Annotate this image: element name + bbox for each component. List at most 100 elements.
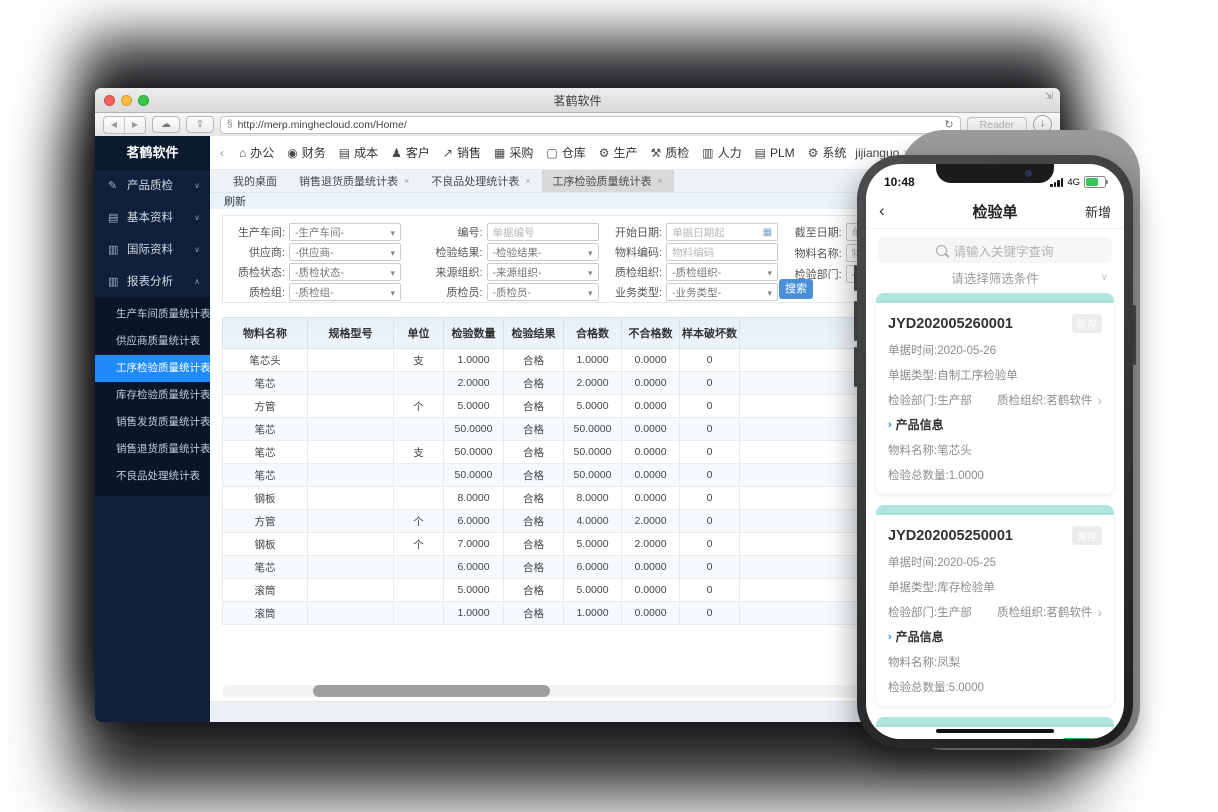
downloads-button[interactable]: ↓ [1033,115,1052,134]
chevron-right-icon[interactable]: › [1097,392,1102,408]
sidebar-report-item[interactable]: 库存检验质量统计表 [116,389,210,401]
module-nav-item[interactable]: ♟ 客户 [391,144,430,161]
workspace-tab[interactable]: 工序检验质量统计表 × [541,170,674,192]
module-nav-item[interactable]: ↗ 销售 [443,144,481,161]
product-info-toggle[interactable]: › 产品信息 [888,628,1102,645]
tab-close-icon[interactable]: × [404,176,410,186]
table-row[interactable]: 滚筒 1.0000 合格 1.0000 0.0000 0 [222,601,1048,625]
horizontal-scrollbar[interactable] [222,685,1048,697]
filter-control[interactable]: -供应商- [289,242,401,261]
table-header-cell[interactable]: 检验结果 [503,317,564,349]
filter-control[interactable]: -质检员- [486,282,599,301]
cell-qty: 7.0000 [443,532,504,556]
window-controls [104,88,149,112]
workspace-tab[interactable]: 不良品处理统计表 × [420,170,541,192]
table-row[interactable]: 笔芯 50.0000 合格 50.0000 0.0000 0 [222,463,1048,487]
workspace-tab[interactable]: 我的桌面 [222,170,288,192]
table-header-cell[interactable]: 样本破坏数 [679,317,740,349]
sidebar-group[interactable]: ✎ 产品质检 ∨ [95,169,210,201]
filter-control[interactable]: -来源组织- [486,262,599,281]
module-nav-item[interactable]: ▤ PLM [755,146,795,160]
inspection-card[interactable]: JYD202005250001 暂存 单据时间:2020-05-25 单据类型:… [876,505,1114,706]
browser-toolbar: ◀ ▶ ☁ ⇪ § http://merp.minghecloud.com/Ho… [95,113,1060,137]
module-nav-item[interactable]: ⚙ 系统 [808,144,847,161]
filter-control[interactable]: -业务类型- [666,282,779,301]
sidebar-report-item[interactable]: 销售发货质量统计表 [116,416,210,428]
module-nav-item[interactable]: ▥ 人力 [702,144,741,161]
cell-fail: 0.0000 [621,555,680,579]
module-nav-item[interactable]: ⚒ 质检 [650,144,689,161]
sidebar-report-item[interactable]: 工序检验质量统计表 [95,355,210,382]
sidebar-group[interactable]: ▤ 基本资料 ∨ [95,201,210,233]
module-nav-item[interactable]: ⚙ 生产 [599,144,638,161]
url-text[interactable]: http://merp.minghecloud.com/Home/ [237,118,407,131]
address-bar[interactable]: § http://merp.minghecloud.com/Home/ ↻ [220,115,961,134]
filter-field: 质检组织: -质检组织- [600,262,780,281]
forward-button[interactable]: ▶ [131,119,139,129]
filter-control[interactable]: -生产车间- [289,222,401,241]
nav-scroll-left-icon[interactable]: ‹ [220,145,224,160]
phone-filter-selector[interactable]: 请选择筛选条件 ∨ [866,263,1124,291]
sidebar-report-item[interactable]: 不良品处理统计表 [116,470,200,482]
filter-control[interactable]: 单据编号 [486,222,599,241]
tab-close-icon[interactable]: × [525,176,531,186]
table-header-cell[interactable]: 不合格数 [621,317,680,349]
module-nav-item[interactable]: ▦ 采购 [494,144,533,161]
home-indicator[interactable] [936,728,1054,733]
table-header-cell[interactable]: 单位 [393,317,444,349]
back-chevron-icon[interactable]: ‹ [879,201,885,220]
filter-control[interactable]: -质检组织- [666,262,779,281]
filter-control[interactable]: 物料编码 [666,242,779,261]
filter-control[interactable]: -检验结果- [486,242,599,261]
product-info-toggle[interactable]: › 产品信息 [888,416,1102,433]
filter-label: 质检组织: [615,266,663,279]
add-new-button[interactable]: 新增 [1084,204,1111,220]
chevron-icon: ∨ [194,244,200,254]
reload-icon[interactable]: ↻ [944,119,954,131]
table-row[interactable]: 方管 个 5.0000 合格 5.0000 0.0000 0 [222,394,1048,418]
filter-control[interactable]: -质检状态- [289,262,401,281]
module-nav-item[interactable]: ⌂ 办公 [239,144,274,161]
sidebar-report-item[interactable]: 生产车间质量统计表 [116,308,210,320]
fullscreen-icon[interactable]: ⇲ [1044,91,1053,102]
close-window-button[interactable] [104,94,115,106]
module-nav-item[interactable]: ◉ 财务 [287,144,326,161]
back-button[interactable]: ◀ [104,116,125,133]
cell-qty: 8.0000 [443,486,504,510]
share-button[interactable]: ⇪ [186,116,214,133]
filter-control[interactable]: -质检组- [289,282,401,301]
minimize-window-button[interactable] [121,94,132,106]
card-body[interactable]: JYD202005260001 暂存 单据时间:2020-05-26 单据类型:… [876,303,1114,494]
table-header-cell[interactable]: 物料名称 [222,317,308,349]
filter-label: 检验部门: [794,269,842,281]
inspection-dept: 检验部门:生产部 [888,395,972,407]
sidebar-report-item[interactable]: 供应商质量统计表 [116,335,200,347]
cell-pass: 5.0000 [563,578,622,602]
module-nav-item[interactable]: ▢ 仓库 [546,144,585,161]
inspection-card[interactable]: JYD202005260001 暂存 单据时间:2020-05-26 单据类型:… [876,293,1114,494]
table-header-cell[interactable]: 合格数 [563,317,622,349]
inspection-card[interactable]: JYD202004230001 已审核 单据时间:2020-04-23 单据类型… [876,717,1114,739]
cell-spec [307,463,394,487]
search-button[interactable]: 搜索 [779,279,813,299]
workspace-tab[interactable]: 销售退货质量统计表 × [288,170,420,192]
sidebar-submenu: 生产车间质量统计表 供应商质量统计表工序检验质量统计表库存检验质量统计表 销售发货质… [95,297,210,496]
scrollbar-thumb[interactable] [313,685,550,697]
phone-search-bar[interactable]: 请输入关键字查询 [878,237,1112,263]
filter-control[interactable]: 单据日期起 [666,222,779,241]
table-header-cell[interactable]: 检验数量 [443,317,504,349]
sidebar-report-item[interactable]: 销售退货质量统计表 [116,443,210,455]
table-header-cell[interactable]: 规格型号 [307,317,394,349]
module-nav-item[interactable]: ▤ 成本 [339,144,378,161]
cell-material: 钢板 [222,486,308,510]
sidebar-group[interactable]: ▥ 国际资料 ∨ [95,233,210,265]
zoom-window-button[interactable] [138,94,149,106]
card-body[interactable]: JYD202005250001 暂存 单据时间:2020-05-25 单据类型:… [876,515,1114,706]
reader-button[interactable]: Reader [966,116,1027,133]
tab-close-icon[interactable]: × [657,176,663,186]
icloud-button[interactable]: ☁ [152,116,180,133]
chevron-right-icon[interactable]: › [1097,604,1102,620]
card-header: JYD202005260001 暂存 [888,314,1102,333]
card-body[interactable]: JYD202004230001 已审核 单据时间:2020-04-23 单据类型… [876,727,1114,739]
sidebar-group[interactable]: ▥ 报表分析 ∧ [95,265,210,297]
